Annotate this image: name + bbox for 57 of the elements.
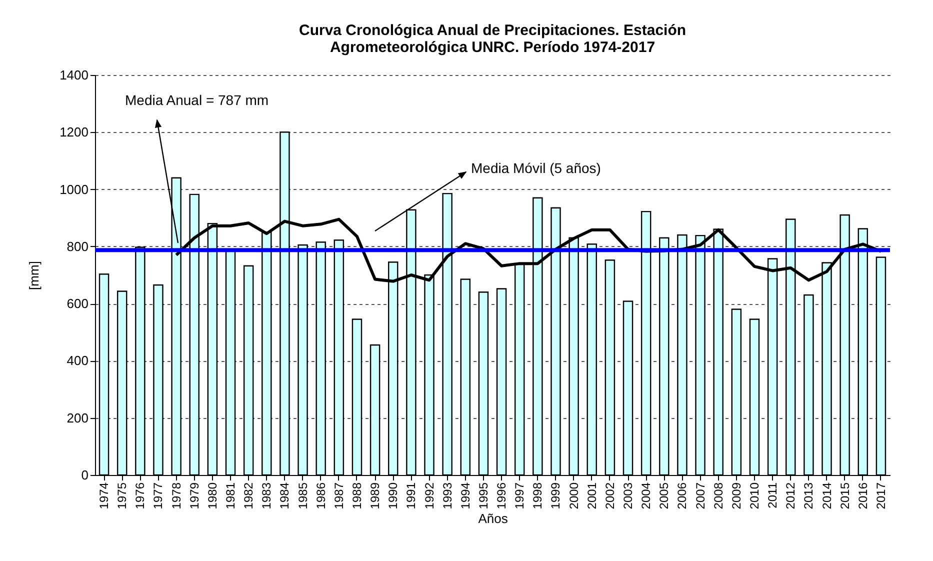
x-tick-label: 2006 <box>675 482 690 510</box>
x-tick-label: 1999 <box>548 482 563 510</box>
x-tick-label: 1985 <box>296 482 310 510</box>
x-tick-label: 2014 <box>820 482 834 510</box>
x-tick-label: 1987 <box>332 482 346 510</box>
y-tick-label: 1000 <box>60 182 88 197</box>
x-tick-label: 1980 <box>205 482 220 510</box>
x-tick-label: 1998 <box>530 482 545 510</box>
x-tick-label: 1975 <box>115 482 130 510</box>
x-tick-label: 2016 <box>856 482 870 510</box>
x-tick-label: 2008 <box>711 482 726 510</box>
ref-line-label: Media Anual = 787 mm <box>125 92 269 108</box>
text: Media Móvil (5 años) <box>471 160 601 176</box>
x-tick-label: 2002 <box>602 482 617 510</box>
x-tick-label: 2015 <box>838 482 852 510</box>
x-tick-label: 2010 <box>747 482 762 510</box>
x-tick-label: 1984 <box>278 482 292 510</box>
y-tick-label: 0 <box>81 468 88 482</box>
x-tick-label: 2001 <box>584 482 599 510</box>
x-tick-label: 1990 <box>386 482 400 510</box>
x-tick-label: 1976 <box>133 482 148 510</box>
y-tick-label: 800 <box>66 238 88 254</box>
x-tick-label: 2013 <box>802 482 816 510</box>
x-tick-label: 2003 <box>621 482 636 510</box>
x-tick-label: 1992 <box>422 482 436 510</box>
chart-title: Curva Cronológica Anual de Precipitaciones. Estación Agrometeorológica UNRC. Período 1974-2017 <box>298 22 686 56</box>
y-axis-title: [mm] <box>26 261 42 290</box>
y-tick-label: 1200 <box>60 124 88 140</box>
x-tick-label: 1981 <box>224 482 238 510</box>
x-tick-label: 1991 <box>404 482 418 510</box>
x-tick-label: 1978 <box>169 482 184 510</box>
x-tick-label: 2012 <box>784 482 798 510</box>
x-tick-label: 1988 <box>350 482 364 510</box>
x-tick-label: 2005 <box>657 482 672 510</box>
x-tick-label: 1996 <box>494 482 509 510</box>
x-tick-label: 2004 <box>639 482 654 510</box>
x-tick-label: 1989 <box>368 482 382 510</box>
x-tick-label: 1995 <box>476 482 490 510</box>
y-tick-label: 200 <box>66 410 88 426</box>
y-tick-label: 1400 <box>60 68 88 82</box>
y-tick-label: 600 <box>66 296 88 312</box>
x-tick-label: 1982 <box>242 482 256 510</box>
x-tick-label: 1974 <box>97 482 112 510</box>
x-tick-label: 2017 <box>874 482 888 510</box>
x-tick-label: 2011 <box>766 482 780 508</box>
x-tick-label: 2000 <box>566 482 581 510</box>
y-tick-label: 400 <box>66 353 88 368</box>
x-tick-label: 2009 <box>729 482 744 510</box>
x-tick-label: 1994 <box>458 482 472 510</box>
x-tick-label: 1997 <box>512 482 527 510</box>
x-tick-label: 1977 <box>151 482 166 510</box>
x-tick-label: 1979 <box>187 482 202 510</box>
x-tick-label: 1983 <box>260 482 274 510</box>
x-axis-title: Años <box>478 511 508 526</box>
x-tick-label: 1993 <box>440 482 454 510</box>
x-tick-label: 1986 <box>314 482 328 510</box>
x-tick-label: 2007 <box>693 482 708 510</box>
